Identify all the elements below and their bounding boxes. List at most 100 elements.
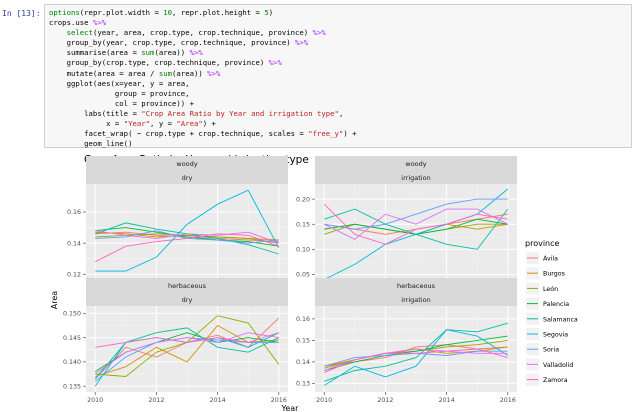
code-line: select(year, area, crop.type, crop.techn… xyxy=(49,28,326,37)
series-line-zamora xyxy=(324,348,508,374)
legend-label: Palencia xyxy=(543,301,569,308)
code-token: "Crop Area Ratio by Year and irrigation … xyxy=(141,108,339,118)
code-token: ) + xyxy=(202,119,216,129)
code-token xyxy=(49,28,67,37)
strip-background-2 xyxy=(315,156,517,170)
code-cell[interactable]: options(repr.plot.width = 10, repr.plot.… xyxy=(44,4,632,148)
x-tick-label: 2010 xyxy=(316,397,332,404)
strip-label-technique: irrigation xyxy=(401,296,430,304)
y-tick-label: 0.13 xyxy=(296,381,310,388)
code-line: group = province, xyxy=(49,89,190,98)
code-token: col = province)) + xyxy=(49,98,194,108)
code-token: (year, area, crop.type, crop.technique, … xyxy=(92,28,313,38)
facet-panel: woody dry 0.12 0.14 0.16 xyxy=(67,156,288,285)
facet-panel: woody irrigation 0.05 0.10 0.15 0.20 xyxy=(296,156,517,285)
series-line-valladolid xyxy=(324,208,508,240)
code-line: facet_wrap( ~ crop.type + crop.technique… xyxy=(49,129,356,139)
legend-label: Segovia xyxy=(543,332,568,339)
legend: province Ávila Burgos León Palencia Salamanca… xyxy=(525,239,578,386)
legend-item: Salamanca xyxy=(526,312,578,325)
code-token: geom_line() xyxy=(49,139,133,149)
strip-label-type: woody xyxy=(405,160,426,168)
facet-panels: woody dry 0.12 0.14 0.16 woody irrigation 0.05 0… xyxy=(63,156,517,404)
legend-item: Segovia xyxy=(526,328,568,340)
x-tick-label: 2012 xyxy=(377,397,393,404)
x-tick-label: 2016 xyxy=(500,397,516,404)
y-tick-label: 0.16 xyxy=(296,316,310,323)
code-line: mutate(area = area / sum(area)) %>% xyxy=(49,68,221,78)
code-token: %>% xyxy=(268,58,282,68)
code-token: (area)) xyxy=(172,68,208,78)
code-line: ggplot(aes(x=year, y = area, xyxy=(49,79,190,88)
legend-title: province xyxy=(525,239,560,248)
legend-label: Soria xyxy=(543,347,559,354)
strip-label-type: herbaceous xyxy=(397,282,436,290)
strip-background-2 xyxy=(86,278,288,292)
legend-label: Salamanca xyxy=(543,316,578,323)
strip-background xyxy=(315,292,517,306)
y-tick-label: 0.12 xyxy=(67,271,81,278)
x-tick-label: 2014 xyxy=(210,397,226,404)
y-tick-label: 0.135 xyxy=(63,383,81,390)
code-token: %>% xyxy=(312,28,326,38)
y-tick-label: 0.16 xyxy=(67,209,81,216)
strip-label-technique: irrigation xyxy=(401,174,430,182)
series-line-segovia xyxy=(95,189,280,272)
legend-item: Soria xyxy=(526,343,559,356)
series-line-palencia xyxy=(95,227,279,247)
code-token: ) xyxy=(268,8,274,17)
code-token: %>% xyxy=(189,48,203,58)
series-line-valladolid xyxy=(95,230,279,244)
strip-background-2 xyxy=(86,156,288,170)
code-token: x = xyxy=(49,119,124,129)
series-line-zamora xyxy=(323,203,508,245)
code-line: geom_line() xyxy=(49,139,132,148)
y-tick-label: 0.10 xyxy=(296,247,310,254)
code-line: col = province)) + xyxy=(49,99,194,108)
y-tick-label: 0.14 xyxy=(296,359,310,366)
strip-background-2 xyxy=(315,278,517,292)
legend-item: León xyxy=(526,282,558,295)
y-tick-label: 0.150 xyxy=(63,310,81,317)
code-editor[interactable]: options(repr.plot.width = 10, repr.plot.… xyxy=(49,8,357,149)
legend-label: Ávila xyxy=(543,254,558,263)
code-token: 5 xyxy=(264,8,269,17)
code-line: x = "Year", y = "Area") + xyxy=(49,119,216,128)
strip-background xyxy=(315,170,517,184)
code-token: (area)) xyxy=(154,48,190,58)
legend-item: Valladolid xyxy=(526,358,573,371)
series-line-valladolid xyxy=(94,332,279,375)
code-token: 10 xyxy=(163,8,173,17)
x-axis-title: Year xyxy=(281,404,300,412)
strip-background xyxy=(86,292,288,306)
code-token: group_by(year, crop.type, crop.technique… xyxy=(49,38,296,48)
legend-label: Burgos xyxy=(543,271,565,278)
code-token: , xyxy=(338,108,344,118)
code-token: %>% xyxy=(295,38,309,48)
code-token: group = province, xyxy=(49,88,190,98)
code-token: summarise(area = xyxy=(49,48,142,58)
code-token: ggplot(aes(x=year, y = area, xyxy=(49,78,190,88)
code-token: facet_wrap( ~ crop.type + crop.technique… xyxy=(49,129,309,139)
code-token: "free_y" xyxy=(308,129,344,139)
strip-label-type: herbaceous xyxy=(168,282,207,290)
code-token: labs(title = xyxy=(49,108,142,118)
code-token: "Year" xyxy=(123,119,151,129)
y-tick-label: 0.145 xyxy=(63,335,81,342)
strip-label-technique: dry xyxy=(182,174,193,182)
code-line: group_by(crop.type, crop.technique, prov… xyxy=(49,58,282,67)
legend-label: León xyxy=(543,285,558,293)
code-line: group_by(year, crop.type, crop.technique… xyxy=(49,38,309,48)
series-line-segovia xyxy=(323,329,509,386)
legend-item: Burgos xyxy=(526,267,565,280)
code-token: crops.use xyxy=(49,18,93,28)
series-line-zamora xyxy=(94,233,279,263)
x-tick-label: 2014 xyxy=(439,397,455,404)
code-token: sum xyxy=(141,48,155,58)
code-token: %>% xyxy=(92,18,107,28)
legend-label: Zamora xyxy=(543,377,568,384)
series-line-salamanca xyxy=(324,322,508,382)
cell-prompt: In [13]: xyxy=(2,9,41,18)
series-line-soria xyxy=(324,198,508,230)
code-line: summarise(area = sum(area)) %>% xyxy=(49,48,203,57)
